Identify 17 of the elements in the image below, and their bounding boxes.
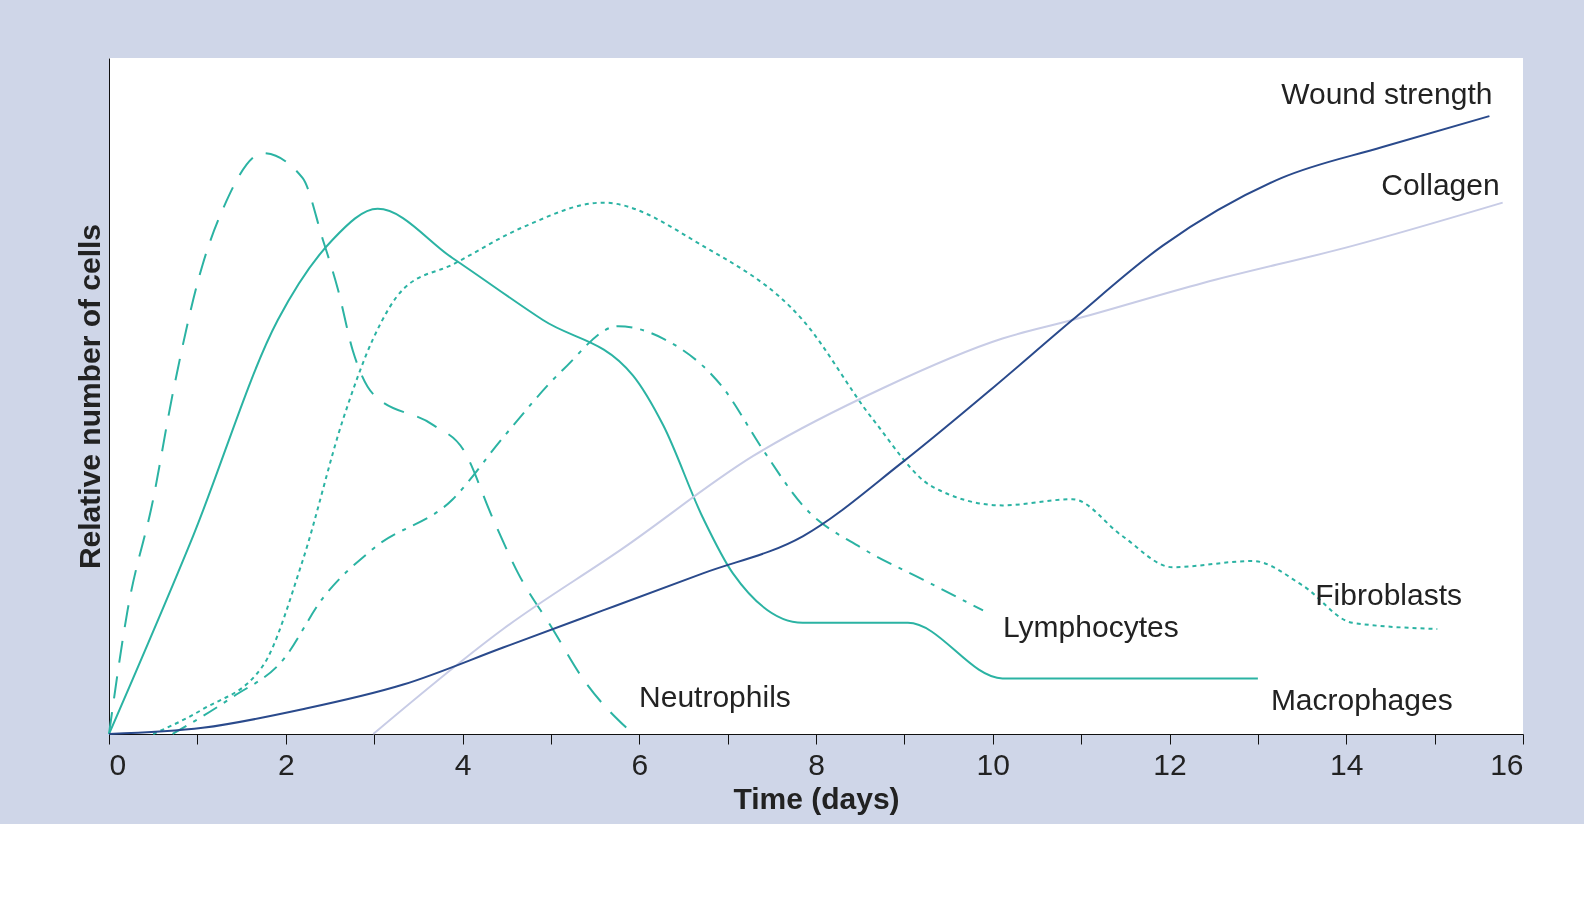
x-tick-label: 0 bbox=[109, 747, 127, 781]
x-tick-label: 4 bbox=[454, 747, 472, 781]
y-axis-title: Relative number of cells bbox=[72, 223, 106, 570]
x-tick-label: 10 bbox=[976, 747, 1010, 781]
x-axis-title: Time (days) bbox=[733, 781, 900, 815]
x-tick-label: 8 bbox=[808, 747, 825, 781]
series-label: Neutrophils bbox=[639, 680, 791, 713]
series-label: Wound strength bbox=[1281, 77, 1493, 111]
series-label: Fibroblasts bbox=[1315, 577, 1462, 611]
x-tick-label: 2 bbox=[277, 747, 295, 781]
x-tick-label: 12 bbox=[1153, 747, 1187, 781]
x-tick-label: 6 bbox=[631, 747, 649, 781]
x-tick-label: 14 bbox=[1330, 747, 1364, 781]
x-tick-label: 16 bbox=[1490, 747, 1524, 781]
series-label: Lymphocytes bbox=[1003, 610, 1179, 644]
series-label: Macrophages bbox=[1270, 683, 1453, 717]
series-label: Collagen bbox=[1381, 167, 1500, 201]
